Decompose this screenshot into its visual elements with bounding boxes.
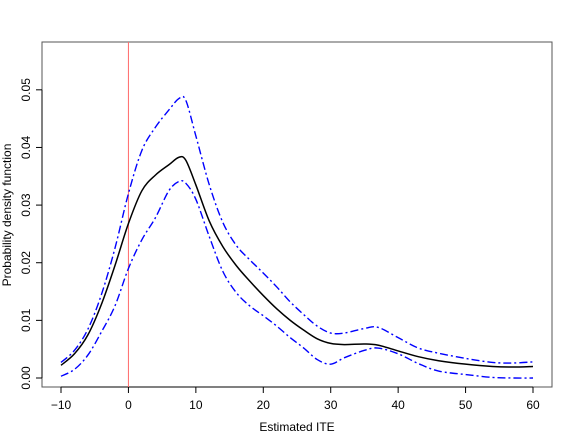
- y-axis-label: Probability density function: [0, 144, 14, 287]
- x-axis-label: Estimated ITE: [259, 420, 334, 434]
- x-tick-label: 50: [459, 398, 473, 412]
- x-tick-label: 20: [257, 398, 271, 412]
- y-tick-label: 0.05: [19, 78, 33, 102]
- x-tick-label: 0: [125, 398, 132, 412]
- y-tick-label: 0.01: [19, 308, 33, 332]
- x-axis: −10 0 10 20 30 40 50 60: [51, 386, 540, 412]
- y-tick-label: 0.03: [19, 193, 33, 217]
- y-tick-label: 0.02: [19, 251, 33, 275]
- x-tick-label: 10: [189, 398, 203, 412]
- y-tick-label: 0.00: [19, 366, 33, 390]
- upper-band-line: [60, 95, 534, 364]
- density-estimate-line: [60, 155, 534, 368]
- plot-frame: [41, 41, 553, 388]
- x-tick-label: −10: [51, 398, 72, 412]
- x-tick-label: 30: [324, 398, 338, 412]
- x-tick-label: 40: [391, 398, 405, 412]
- lower-band-line: [60, 179, 534, 379]
- y-axis: 0.00 0.01 0.02 0.03 0.04 0.05: [19, 78, 43, 390]
- plot-area: [60, 42, 534, 387]
- y-tick-label: 0.04: [19, 135, 33, 159]
- x-tick-label: 60: [526, 398, 540, 412]
